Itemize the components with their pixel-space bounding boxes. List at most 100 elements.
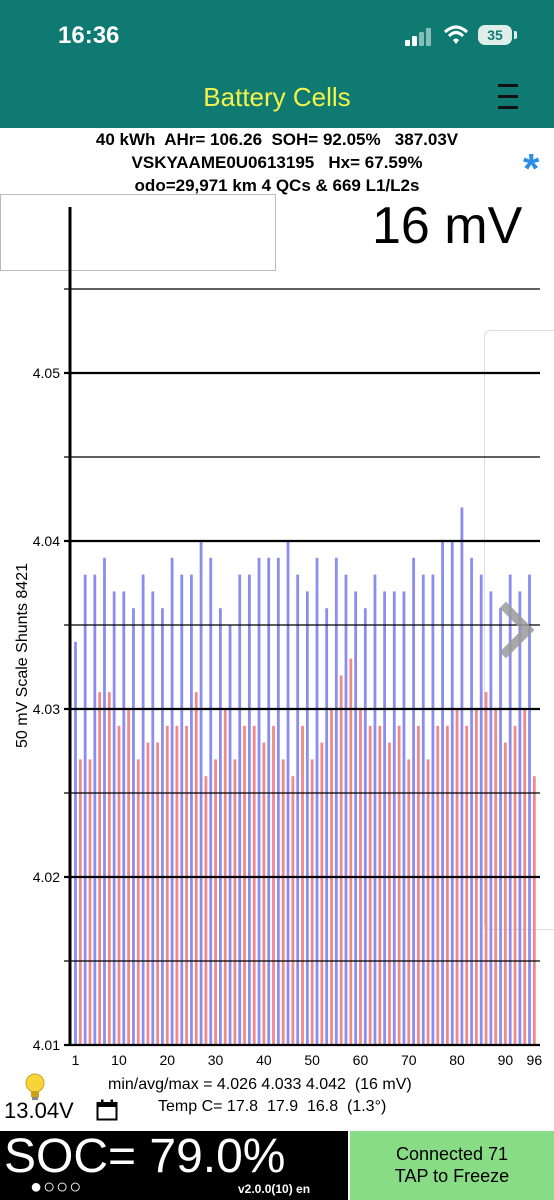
x-tick-label: 90 xyxy=(498,1052,514,1068)
cell-bar xyxy=(460,507,464,1045)
x-tick-label: 70 xyxy=(401,1052,417,1068)
cell-bar xyxy=(397,725,401,1045)
cell-bar xyxy=(238,574,242,1045)
cell-bar xyxy=(88,759,92,1045)
cell-bar xyxy=(354,591,358,1045)
connected-label: Connected 71 xyxy=(395,1144,509,1164)
cell-bar xyxy=(383,591,387,1045)
cell-bar xyxy=(310,759,314,1045)
cell-bar xyxy=(132,608,135,1045)
cell-bar xyxy=(465,725,469,1045)
pack-info-line1: 40 kWh AHr= 106.26 SOH= 92.05% 387.03V xyxy=(95,130,459,149)
pack-info-line3: odo=29,971 km 4 QCs & 669 L1/L2s xyxy=(134,176,420,195)
cell-bar xyxy=(532,776,536,1045)
wifi-icon xyxy=(444,25,468,44)
cell-bar xyxy=(180,574,184,1045)
cell-bar xyxy=(421,574,425,1045)
cell-bar xyxy=(272,725,275,1045)
aux-battery-voltage: 13.04V xyxy=(4,1098,74,1123)
battery-tip xyxy=(514,31,517,39)
y-tick-label: 4.01 xyxy=(33,1037,60,1053)
tap-freeze-label: TAP to Freeze xyxy=(394,1166,510,1186)
hamburger-menu-icon[interactable] xyxy=(498,82,520,112)
cell-bar xyxy=(93,574,97,1045)
cell-bar xyxy=(325,608,329,1045)
cell-bar xyxy=(83,574,87,1045)
cell-bar xyxy=(228,625,232,1045)
cell-bar xyxy=(484,692,488,1045)
cell-bar xyxy=(446,725,449,1045)
calendar-icon[interactable] xyxy=(96,1099,118,1121)
cell-bar xyxy=(194,692,198,1045)
soc-panel[interactable]: SOC= 79.0% ●○○○ v2.0.0(10) en xyxy=(0,1130,348,1200)
cell-bar xyxy=(378,725,382,1045)
cell-bar xyxy=(103,557,106,1045)
cell-bar xyxy=(262,742,266,1045)
lightbulb-icon[interactable] xyxy=(22,1072,48,1102)
status-bar: 16:36 35 xyxy=(0,0,554,70)
cell-bar xyxy=(436,725,440,1045)
y-axis-label: 50 mV Scale Shunts 8421 xyxy=(14,562,31,748)
touch-area-left[interactable] xyxy=(0,194,276,271)
x-tick-label: 40 xyxy=(256,1052,272,1068)
x-tick-label: 96 xyxy=(527,1052,543,1068)
app-bar: Battery Cells xyxy=(0,70,554,128)
cell-bar xyxy=(156,742,160,1045)
cell-bar xyxy=(315,557,319,1045)
cell-bar xyxy=(407,759,411,1045)
cell-voltage-chart[interactable]: 4.01 4.02 4.03 4.04 4.05 1 10 20 30 40 50 60 70 80 90 9… xyxy=(0,195,554,1075)
cell-bar xyxy=(78,759,82,1045)
cellular-signal-icon xyxy=(405,28,433,46)
cell-bar xyxy=(136,759,140,1045)
cell-bar xyxy=(122,591,126,1045)
cell-bar xyxy=(204,776,208,1045)
page-title: Battery Cells xyxy=(203,82,351,112)
y-tick-label: 4.05 xyxy=(33,365,60,381)
cell-bar xyxy=(243,725,246,1045)
pack-info-line2: VSKYAAME0U0613195 Hx= 67.59% xyxy=(131,153,423,172)
y-tick-label: 4.02 xyxy=(33,869,60,885)
cell-bar xyxy=(513,725,517,1045)
asterisk-button[interactable]: * xyxy=(523,145,540,192)
cell-bar xyxy=(518,591,522,1045)
chevron-right-icon[interactable] xyxy=(498,600,538,660)
cell-bar xyxy=(185,725,188,1045)
cell-bar xyxy=(417,725,420,1045)
cell-bar xyxy=(219,608,222,1045)
soc-readout: SOC= 79.0% xyxy=(4,1130,286,1183)
cell-spread-label: 16 mV xyxy=(372,197,523,255)
cell-bar xyxy=(373,574,377,1045)
x-tick-label: 30 xyxy=(208,1052,224,1068)
cell-bar xyxy=(74,641,77,1045)
cell-bar xyxy=(247,574,251,1045)
cell-bar xyxy=(161,608,164,1045)
cell-bar xyxy=(146,742,150,1045)
cell-bar xyxy=(252,725,256,1045)
cell-bar xyxy=(349,658,353,1045)
cell-bar xyxy=(431,574,435,1045)
page-indicator: ●○○○ xyxy=(30,1176,83,1198)
cell-bar xyxy=(151,591,155,1045)
cell-bar xyxy=(344,574,348,1045)
x-tick-label: 1 xyxy=(72,1052,80,1068)
cell-bar xyxy=(339,675,343,1045)
cell-bar xyxy=(233,759,237,1045)
cell-bar xyxy=(175,725,179,1045)
cell-bar xyxy=(320,742,324,1045)
x-tick-label: 20 xyxy=(159,1052,175,1068)
app-version: v2.0.0(10) en xyxy=(238,1182,311,1196)
cell-bar xyxy=(257,557,261,1045)
y-tick-label: 4.04 xyxy=(33,533,60,549)
cell-bar xyxy=(276,557,280,1045)
pack-info: 40 kWh AHr= 106.26 SOH= 92.05% 387.03V V… xyxy=(0,128,554,197)
cell-bar xyxy=(190,574,193,1045)
temperature-stats: Temp C= 17.8 17.9 16.8 (1.3°) xyxy=(158,1098,387,1115)
cell-bar xyxy=(392,591,396,1045)
connect-freeze-button[interactable]: Connected 71 TAP to Freeze xyxy=(350,1131,554,1200)
cell-bar xyxy=(209,557,213,1045)
cell-bar xyxy=(112,591,116,1045)
cell-bar xyxy=(305,591,309,1045)
cell-bar xyxy=(412,557,415,1045)
cell-bar xyxy=(107,692,111,1045)
battery-icon: 35 xyxy=(478,25,512,45)
